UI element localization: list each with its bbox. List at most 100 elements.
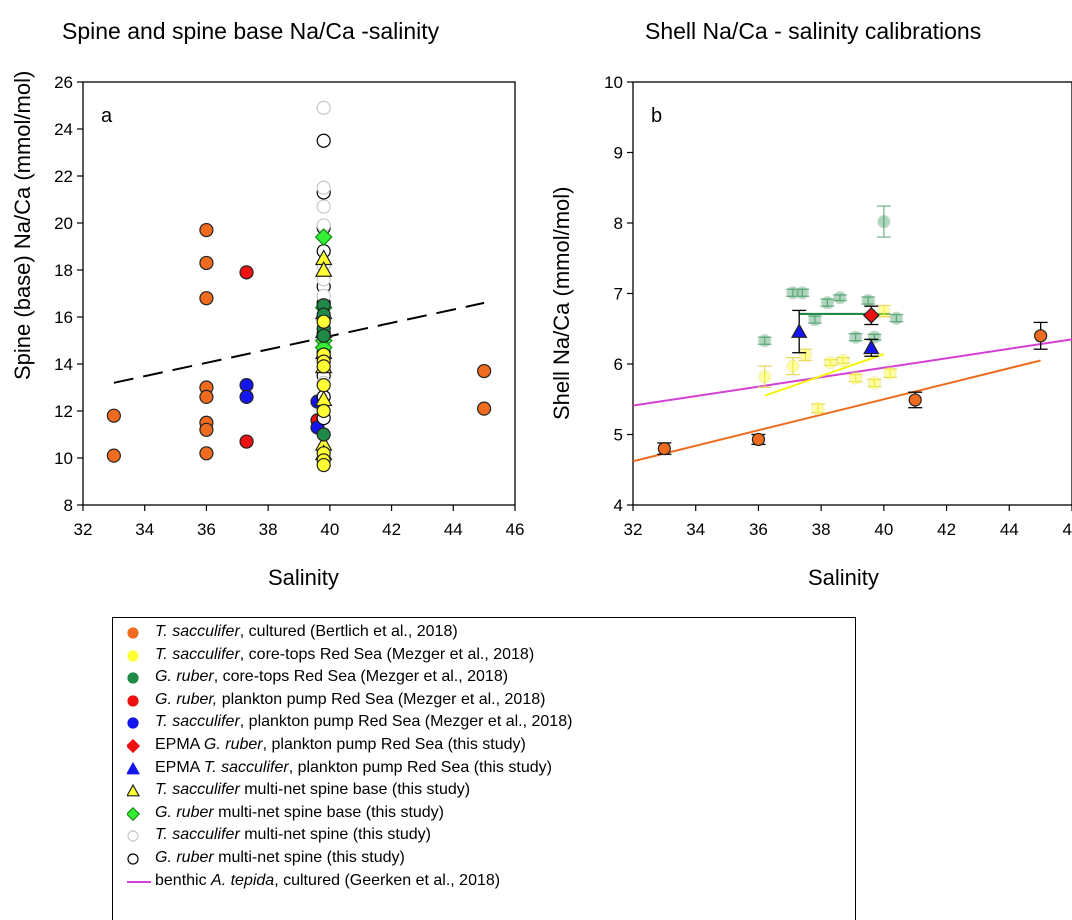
data-point [786, 359, 800, 373]
legend-symbol [127, 830, 139, 842]
data-point [316, 457, 331, 473]
data-point [908, 393, 922, 407]
series-gr_coretop [757, 205, 904, 348]
data-point [199, 389, 214, 404]
y-tick-label: 20 [54, 214, 73, 233]
legend-item-gr_coretop: G. ruber, core-tops Red Sea (Mezger et a… [113, 666, 855, 689]
panel-b-title: Shell Na/Ca - salinity calibrations [645, 18, 982, 44]
data-point [477, 401, 492, 416]
y-tick-label: 24 [54, 120, 73, 139]
data-point [849, 330, 863, 344]
regression-line-ts_cultured [632, 359, 1041, 463]
legend-marker-circle [127, 672, 139, 684]
legend-marker-triangle-open [127, 783, 141, 797]
panel-a-x-axis-label: Salinity [268, 565, 339, 590]
data-point [795, 286, 809, 300]
y-tick-label: 4 [614, 496, 623, 515]
data-point [877, 304, 891, 318]
legend-item-gr_epma: EPMA G. ruber, plankton pump Red Sea (th… [113, 734, 855, 757]
legend-item-gr_pump: G. ruber, plankton pump Red Sea (Mezger … [113, 689, 855, 712]
data-point [820, 296, 835, 310]
x-tick-label: 46 [506, 520, 525, 539]
legend-text: plankton pump Red Sea (Mezger et al., 20… [217, 690, 546, 708]
legend: T. sacculifer, cultured (Bertlich et al.… [112, 617, 856, 920]
y-tick-label: 16 [54, 308, 73, 327]
data-point [239, 389, 254, 404]
legend-item-ts_pump: T. sacculifer, plankton pump Red Sea (Me… [113, 711, 855, 734]
data-point [316, 378, 331, 393]
legend-marker-circle [127, 695, 139, 707]
legend-species-name: T. sacculifer [203, 758, 289, 776]
panel-b-x-axis-label: Salinity [808, 565, 879, 590]
legend-species-name: G. ruber [203, 735, 263, 753]
error-bar [876, 304, 891, 318]
error-bar [876, 205, 891, 238]
error-bar [811, 403, 826, 414]
data-point [106, 448, 121, 463]
data-point [199, 255, 214, 271]
legend-species-name: G. ruber, [155, 690, 218, 708]
data-point [811, 401, 825, 416]
legend-text: , core-tops Red Sea (Mezger et al., 2018… [213, 668, 509, 686]
legend-text: , plankton pump Red Sea (this study) [288, 758, 552, 776]
legend-item-gr_spine: G. ruber multi-net spine (this study) [113, 847, 855, 870]
error-bar [785, 357, 800, 376]
y-tick-label: 18 [54, 261, 73, 280]
data-point [823, 355, 838, 370]
legend-text: EPMA [155, 735, 204, 753]
x-tick-label: 34 [135, 520, 154, 539]
data-point [199, 222, 214, 238]
regression-line-ts_coretop [764, 353, 885, 397]
legend-marker-circle [127, 627, 139, 639]
data-point [316, 199, 331, 214]
data-point [316, 427, 331, 442]
legend-marker-circle [127, 649, 139, 662]
legend-item-ts_cultured: T. sacculifer, cultured (Bertlich et al.… [113, 621, 855, 644]
data-point [199, 291, 214, 306]
data-point [867, 376, 882, 390]
series-ts_epma [790, 309, 880, 357]
panel-a-title: Spine and spine base Na/Ca -salinity [62, 18, 440, 44]
legend-item-ts_coretop: T. sacculifer, core-tops Red Sea (Mezger… [113, 644, 855, 667]
legend-marker-circle-open [127, 830, 139, 842]
regression-line-tepida [632, 338, 1072, 407]
data-point [477, 363, 492, 379]
error-bar [823, 359, 838, 367]
y-tick-label: 10 [54, 449, 73, 468]
plot-frame [632, 81, 1072, 506]
error-bar [820, 298, 835, 307]
x-tick-label: 34 [686, 520, 705, 539]
data-point [106, 408, 121, 423]
legend-species-name: T. sacculifer [155, 623, 240, 640]
data-point [316, 314, 331, 329]
legend-species-name: T. sacculifer [155, 826, 240, 844]
data-point [863, 339, 880, 355]
panel-b-plot: 32 34 36 38 40 42 44 46 4 5 6 7 8 9 10 b [604, 73, 1072, 539]
legend-item-ts_base: T. sacculifer multi-net spine base (this… [113, 779, 855, 802]
x-tick-label: 46 [1063, 520, 1072, 539]
legend-text: , plankton pump Red Sea (Mezger et al., … [239, 713, 573, 731]
x-tick-label: 42 [382, 520, 401, 539]
legend-text: , cultured (Geerken et al., 2018) [274, 871, 501, 889]
error-bar [848, 373, 863, 383]
data-point [849, 371, 863, 385]
data-point [751, 432, 766, 447]
data-point [316, 133, 331, 148]
legend-text: , core-tops Red Sea (Mezger et al., 2018… [239, 645, 535, 663]
data-point [314, 260, 333, 277]
plot-frame [82, 81, 516, 506]
legend-symbol [127, 853, 139, 865]
y-tick-label: 8 [64, 496, 73, 515]
legend-item-ts_spine: T. sacculifer multi-net spine (this stud… [113, 824, 855, 847]
legend-item-tepida: benthic A. tepida, cultured (Geerken et … [113, 870, 855, 893]
legend-symbol [127, 761, 141, 774]
legend-symbol [127, 738, 141, 754]
error-bar [883, 368, 898, 379]
data-point [758, 370, 772, 384]
y-tick-label: 5 [614, 426, 623, 445]
error-bar [889, 313, 904, 323]
legend-marker-circle-open [127, 853, 139, 865]
data-point [883, 366, 897, 380]
data-point [199, 422, 214, 437]
legend-species-name: A. tepida [211, 871, 275, 889]
